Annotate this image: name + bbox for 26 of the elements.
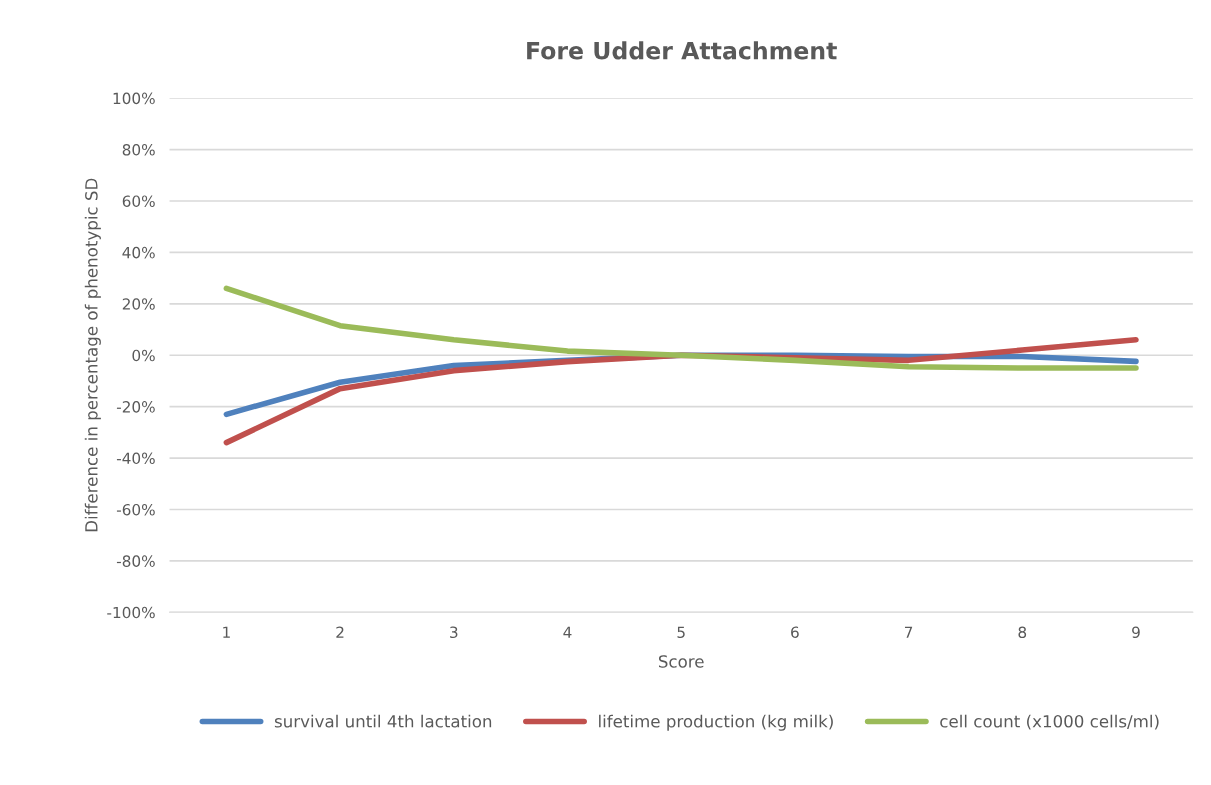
y-tick-label: 20% xyxy=(122,298,155,310)
x-tick-label: 4 xyxy=(563,626,572,638)
legend-label: lifetime production (kg milk) xyxy=(599,714,833,731)
x-tick-label: 5 xyxy=(677,626,685,639)
y-tick-label: 0% xyxy=(132,349,155,362)
y-tick-label: -80% xyxy=(116,555,155,567)
x-tick-label: 8 xyxy=(1018,626,1027,639)
y-tick-label: -20% xyxy=(116,401,155,413)
x-tick-label: 9 xyxy=(1132,626,1140,639)
y-tick-label: 60% xyxy=(122,195,155,207)
y-tick-label: -60% xyxy=(116,503,155,516)
chart-title: Fore Udder Attachment xyxy=(527,41,837,60)
x-tick-label: 2 xyxy=(336,626,344,638)
y-tick-label: 40% xyxy=(122,246,155,259)
y-axis-title: Difference in percentage of phenotypic SD xyxy=(84,178,101,532)
x-axis-title: Score xyxy=(658,655,704,668)
y-tick-label: 80% xyxy=(122,144,155,156)
y-tick-label: 100% xyxy=(113,92,155,105)
legend-label: cell count (x1000 cells/ml) xyxy=(940,714,1159,730)
x-tick-label: 3 xyxy=(450,626,458,639)
x-tick-label: 1 xyxy=(223,626,230,638)
legend-label: survival until 4th lactation xyxy=(274,714,492,728)
x-tick-label: 7 xyxy=(904,626,913,638)
y-tick-label: -100% xyxy=(107,606,155,619)
y-tick-label: -40% xyxy=(116,452,155,465)
x-tick-label: 6 xyxy=(791,626,799,639)
